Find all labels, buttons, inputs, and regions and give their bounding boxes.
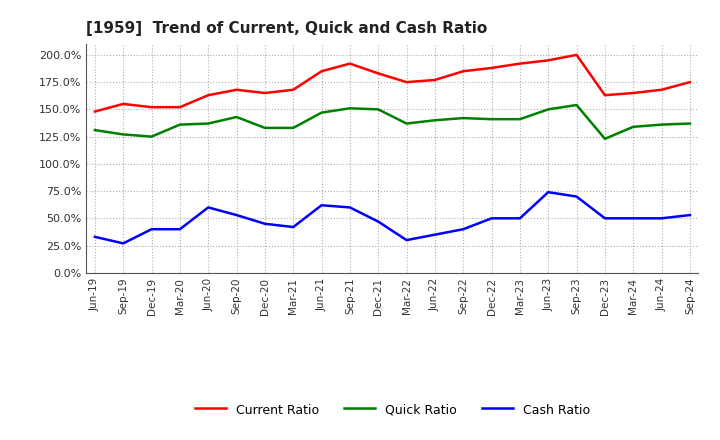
Quick Ratio: [318, 110, 326, 115]
Quick Ratio: [544, 107, 552, 112]
Quick Ratio: [119, 132, 127, 137]
Current Ratio: [176, 105, 184, 110]
Cash Ratio: [657, 216, 666, 221]
Current Ratio: [431, 77, 439, 83]
Quick Ratio: [148, 134, 156, 139]
Quick Ratio: [91, 128, 99, 133]
Cash Ratio: [459, 227, 467, 232]
Quick Ratio: [204, 121, 212, 126]
Cash Ratio: [289, 224, 297, 230]
Current Ratio: [516, 61, 524, 66]
Line: Current Ratio: Current Ratio: [95, 55, 690, 112]
Quick Ratio: [685, 121, 694, 126]
Current Ratio: [346, 61, 354, 66]
Quick Ratio: [289, 125, 297, 131]
Cash Ratio: [318, 202, 326, 208]
Cash Ratio: [233, 213, 241, 218]
Quick Ratio: [346, 106, 354, 111]
Current Ratio: [629, 90, 637, 95]
Quick Ratio: [233, 114, 241, 120]
Current Ratio: [318, 69, 326, 74]
Current Ratio: [91, 109, 99, 114]
Current Ratio: [685, 80, 694, 85]
Cash Ratio: [402, 238, 411, 243]
Current Ratio: [459, 69, 467, 74]
Current Ratio: [544, 58, 552, 63]
Quick Ratio: [459, 115, 467, 121]
Quick Ratio: [516, 117, 524, 122]
Cash Ratio: [91, 234, 99, 239]
Cash Ratio: [572, 194, 581, 199]
Cash Ratio: [431, 232, 439, 237]
Quick Ratio: [374, 107, 382, 112]
Cash Ratio: [629, 216, 637, 221]
Line: Quick Ratio: Quick Ratio: [95, 105, 690, 139]
Cash Ratio: [487, 216, 496, 221]
Cash Ratio: [544, 190, 552, 195]
Current Ratio: [374, 71, 382, 76]
Cash Ratio: [685, 213, 694, 218]
Current Ratio: [289, 87, 297, 92]
Cash Ratio: [600, 216, 609, 221]
Text: [1959]  Trend of Current, Quick and Cash Ratio: [1959] Trend of Current, Quick and Cash …: [86, 21, 487, 36]
Current Ratio: [402, 80, 411, 85]
Current Ratio: [233, 87, 241, 92]
Quick Ratio: [176, 122, 184, 127]
Cash Ratio: [176, 227, 184, 232]
Quick Ratio: [629, 124, 637, 129]
Quick Ratio: [657, 122, 666, 127]
Quick Ratio: [572, 103, 581, 108]
Cash Ratio: [261, 221, 269, 227]
Line: Cash Ratio: Cash Ratio: [95, 192, 690, 243]
Current Ratio: [148, 105, 156, 110]
Cash Ratio: [148, 227, 156, 232]
Quick Ratio: [487, 117, 496, 122]
Legend: Current Ratio, Quick Ratio, Cash Ratio: Current Ratio, Quick Ratio, Cash Ratio: [189, 398, 595, 422]
Current Ratio: [261, 90, 269, 95]
Quick Ratio: [402, 121, 411, 126]
Quick Ratio: [261, 125, 269, 131]
Current Ratio: [572, 52, 581, 58]
Quick Ratio: [431, 117, 439, 123]
Current Ratio: [657, 87, 666, 92]
Cash Ratio: [516, 216, 524, 221]
Cash Ratio: [346, 205, 354, 210]
Cash Ratio: [374, 219, 382, 224]
Cash Ratio: [204, 205, 212, 210]
Current Ratio: [600, 92, 609, 98]
Quick Ratio: [600, 136, 609, 141]
Cash Ratio: [119, 241, 127, 246]
Current Ratio: [119, 101, 127, 106]
Current Ratio: [204, 92, 212, 98]
Current Ratio: [487, 65, 496, 70]
